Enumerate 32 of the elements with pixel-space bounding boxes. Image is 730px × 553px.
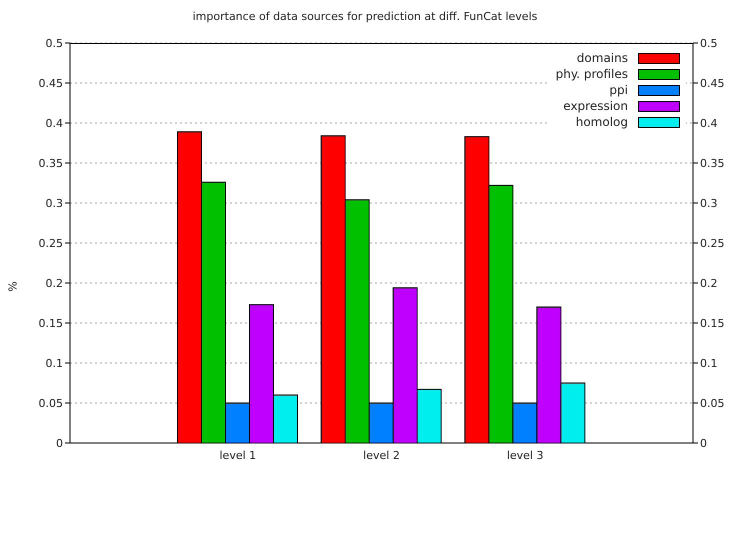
y2-tick-label: 0.2 [700, 276, 718, 290]
legend-label: ppi [609, 83, 628, 97]
y-tick-label: 0.35 [38, 156, 63, 170]
y2-tick-label: 0.5 [700, 36, 718, 50]
y-tick-label: 0.2 [46, 276, 63, 290]
y-tick-label: 0.3 [46, 196, 63, 210]
y-tick-label: 0.15 [38, 316, 63, 330]
legend-label: homolog [576, 115, 628, 129]
legend-label: expression [563, 99, 628, 113]
x-tick-label: level 2 [363, 448, 400, 462]
y-tick-label: 0 [56, 436, 63, 450]
x-tick-label: level 3 [506, 448, 544, 462]
legend-label: phy. profiles [556, 67, 628, 81]
y2-tick-label: 0.05 [700, 396, 724, 410]
y2-tick-label: 0.25 [700, 236, 724, 250]
y2-tick-label: 0 [700, 436, 707, 450]
y2-tick-label: 0.3 [700, 196, 718, 210]
x-tick-label: level 1 [220, 448, 256, 462]
legend-label: domains [576, 51, 628, 65]
y-tick-label: 0.1 [46, 356, 63, 370]
y2-tick-label: 0.15 [700, 316, 724, 330]
chart-title: importance of data sources for prediction at diff. FunCat levels [192, 10, 538, 23]
y-tick-label: 0.5 [46, 36, 63, 50]
y2-tick-label: 0.4 [700, 116, 718, 130]
y-tick-label: 0.25 [38, 236, 63, 250]
y2-tick-label: 0.1 [700, 356, 718, 370]
y-tick-label: 0.05 [38, 396, 63, 410]
y-tick-label: 0.45 [38, 76, 63, 90]
y2-tick-label: 0.35 [700, 156, 724, 170]
y-axis-title: % [6, 281, 20, 292]
y-tick-label: 0.4 [46, 116, 63, 130]
y2-tick-label: 0.45 [700, 76, 724, 90]
